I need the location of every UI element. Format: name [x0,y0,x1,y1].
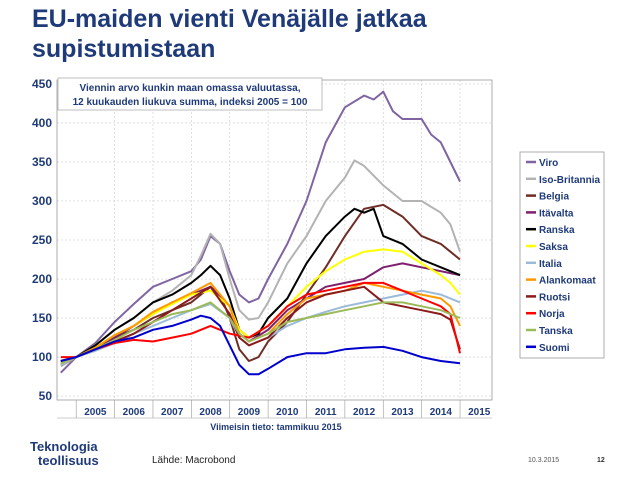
x-tick-label: 2006 [123,407,146,418]
series-line-ranska [60,207,461,362]
series-line-belgia [60,203,461,366]
footer-date: 10.3.2015 [528,457,560,464]
chart-lines [60,90,461,376]
legend-label: Ranska [539,225,575,236]
legend-label: Belgia [539,192,569,203]
page-number: 12 [597,457,605,464]
legend-label: Viro [539,158,558,169]
y-tick-label: 300 [32,194,52,208]
y-tick-label: 400 [32,116,52,130]
series-line-suomi [60,314,461,376]
legend: Viro Iso-Britannia Belgia Itävalta Ranska Sak… [526,158,601,354]
x-tick-label: 2013 [391,407,414,418]
x-tick-label: 2008 [199,407,222,418]
annotation-box: Viennin arvo kunkin maan omassa valuutas… [57,77,323,111]
legend-label: Saksa [539,242,568,253]
x-tick-label: 2010 [276,407,299,418]
x-axis-ticks: 2005 2006 2007 2008 2009 2010 2011 2012 2013 2014… [57,400,492,419]
y-tick-label: 200 [32,272,52,286]
logo-line-2: teollisuus [38,453,99,468]
logo-line-1: Teknologia [30,439,98,454]
x-tick-label: 2012 [353,407,376,418]
logo: Teknologia teollisuus [30,440,99,468]
x-tick-label: 2011 [315,407,337,418]
series-line-it-valta [60,262,461,362]
legend-label: Itävalta [539,208,574,219]
y-tick-label: 150 [32,311,52,325]
x-axis-label: Viimeisin tieto: tammikuu 2015 [210,422,341,432]
legend-label: Iso-Britannia [539,175,601,186]
legend-label: Norja [539,309,565,320]
page-title: EU-maiden vienti Venäjälle jatkaa supist… [32,5,427,63]
annotation-line-2: 12 kuukauden liukuva summa, indeksi 2005… [73,97,308,108]
y-tick-label: 450 [32,77,52,91]
series-line-norja [60,281,461,359]
legend-label: Italia [539,259,562,270]
x-tick-label: 2015 [468,407,491,418]
legend-label: Suomi [539,343,570,354]
series-line-tanska [60,301,461,365]
legend-box [519,151,605,359]
series-line-ruotsi [60,285,461,362]
series-line-viro [60,90,461,374]
y-tick-label: 350 [32,155,52,169]
x-tick-label: 2014 [430,407,453,418]
legend-label: Alankomaat [539,276,596,287]
annotation-line-1: Viennin arvo kunkin maan omassa valuutas… [79,83,300,94]
legend-label: Ruotsi [539,292,570,303]
source-text: Lähde: Macrobond [152,455,236,466]
chart-grid [57,80,492,400]
y-axis-ticks: 50 100 150 200 250 300 350 400 450 [32,77,52,403]
y-tick-label: 100 [32,350,52,364]
y-tick-label: 250 [32,233,52,247]
y-tick-label: 50 [39,389,53,403]
x-tick-label: 2005 [84,407,107,418]
x-tick-label: 2009 [238,407,261,418]
x-tick-label: 2007 [161,407,184,418]
legend-label: Tanska [539,326,573,337]
